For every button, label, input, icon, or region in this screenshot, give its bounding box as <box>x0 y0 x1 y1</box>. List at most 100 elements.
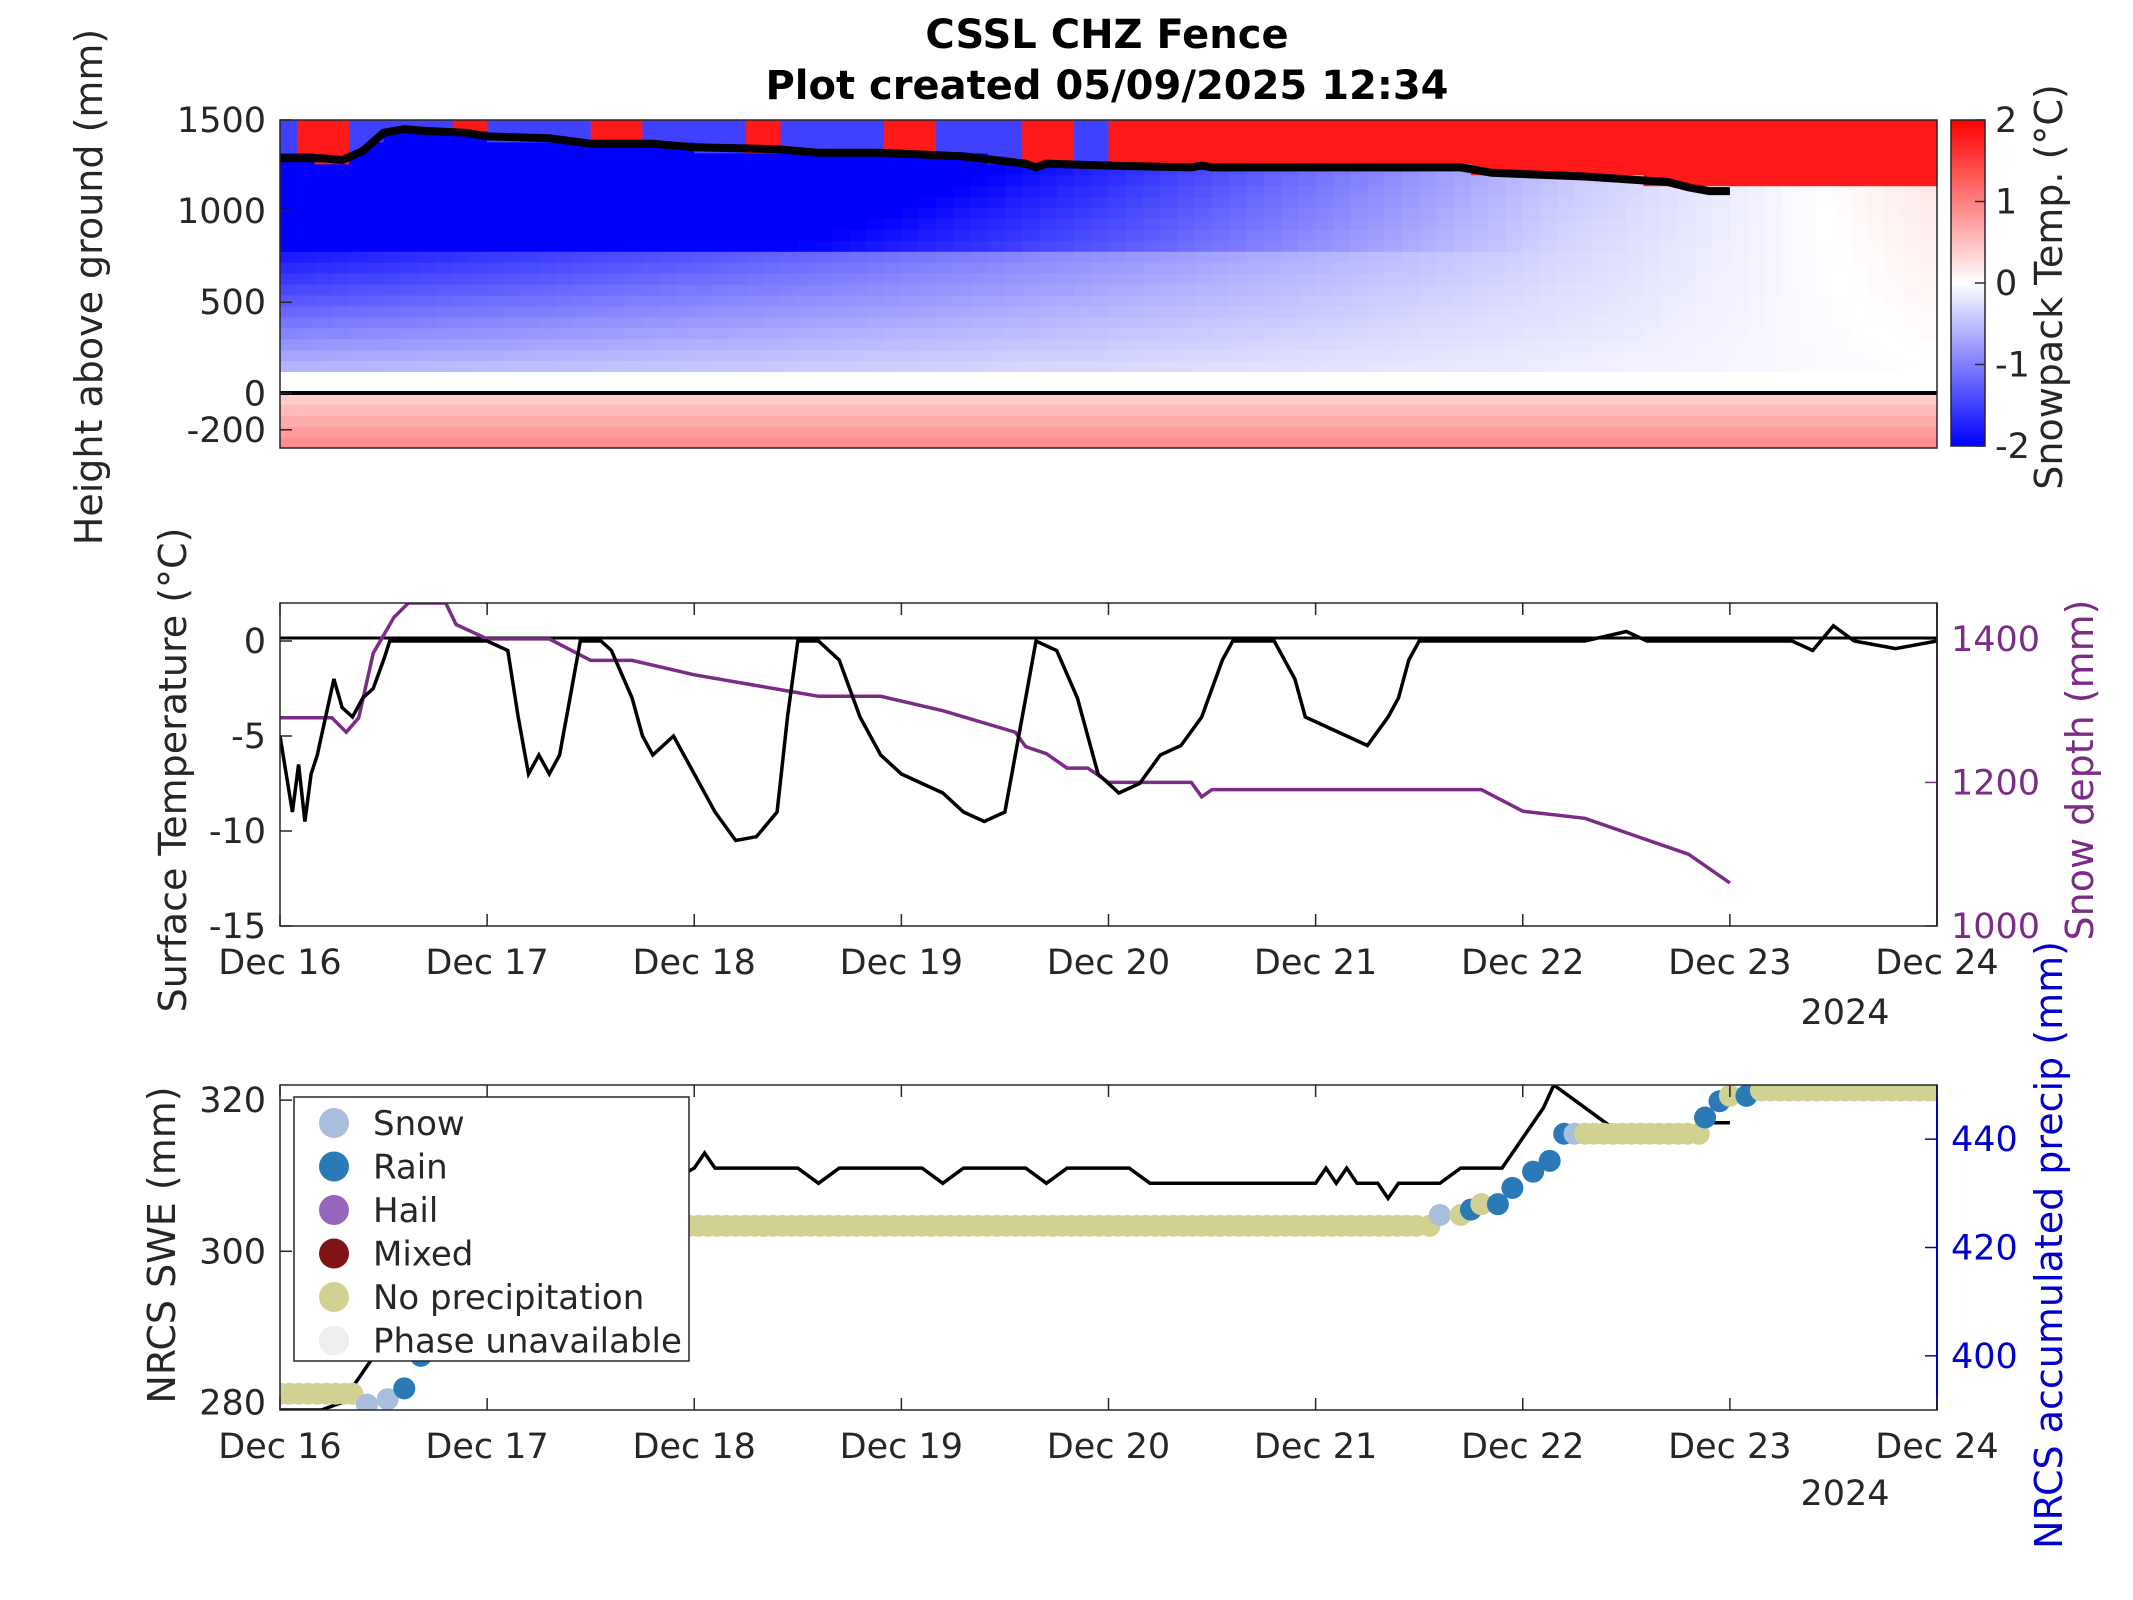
figure-subtitle: Plot created 05/09/2025 12:34 <box>765 63 1448 109</box>
heatmap-cell <box>1263 426 1282 438</box>
heatmap-cell <box>1867 415 1886 427</box>
heatmap-cell <box>1850 174 1869 187</box>
heatmap-cell <box>728 360 747 373</box>
heatmap-cell <box>400 196 419 209</box>
heatmap-cell <box>314 338 333 351</box>
heatmap-cell <box>1798 163 1817 176</box>
heatmap-cell <box>1557 262 1576 274</box>
heatmap-cell <box>642 240 661 252</box>
heatmap-cell <box>1332 196 1351 209</box>
heatmap-cell <box>1764 305 1783 318</box>
heatmap-cell <box>521 393 540 405</box>
heatmap-cell <box>1367 141 1386 154</box>
heatmap-cell <box>1591 393 1610 405</box>
heatmap-cell <box>1143 338 1161 351</box>
heatmap-cell <box>1160 382 1179 394</box>
heatmap-cell <box>676 218 695 230</box>
heatmap-cell <box>314 229 333 241</box>
heatmap-cell <box>1798 305 1817 318</box>
heatmap-cell <box>366 382 385 394</box>
heatmap-cell <box>849 273 868 285</box>
heatmap-cell <box>884 251 902 263</box>
heatmap-cell <box>1212 426 1230 438</box>
heatmap-cell <box>970 382 989 394</box>
heatmap-cell <box>711 284 730 296</box>
precip-point-snow <box>1428 1204 1451 1226</box>
heatmap-cell <box>1091 371 1110 383</box>
heatmap-cell <box>1246 294 1265 307</box>
heatmap-cell <box>1626 196 1645 209</box>
heatmap-cell <box>400 174 419 187</box>
heatmap-cell <box>832 415 851 427</box>
heatmap-cell <box>349 207 367 219</box>
heatmap-cell <box>297 207 316 219</box>
heatmap-cell <box>1522 240 1541 252</box>
heatmap-cell <box>659 163 678 176</box>
heatmap-cell <box>1505 316 1524 329</box>
heatmap-cell <box>1298 338 1317 351</box>
heatmap-cell <box>849 327 868 340</box>
heatmap-cell <box>642 196 661 209</box>
heatmap-cell <box>297 229 316 241</box>
heatmap-cell <box>1816 240 1835 252</box>
heatmap-cell <box>1695 426 1714 438</box>
heatmap-cell <box>556 437 575 448</box>
heatmap-cell <box>1626 218 1645 230</box>
heatmap-cell <box>1453 240 1472 252</box>
heatmap-cell <box>1384 426 1403 438</box>
heatmap-cell <box>1160 152 1179 165</box>
heatmap-cell <box>1591 426 1610 438</box>
heatmap-cell <box>418 382 436 394</box>
heatmap-cell <box>383 185 402 198</box>
heatmap-cell <box>935 141 954 154</box>
heatmap-cell <box>953 437 972 448</box>
heatmap-cell <box>469 207 488 219</box>
heatmap-cell <box>1004 130 1023 143</box>
heatmap-cell <box>487 437 505 448</box>
heatmap-cell <box>728 229 747 241</box>
heatmap-cell <box>1281 338 1299 351</box>
heatmap-cell <box>366 218 385 230</box>
heatmap-cell <box>797 360 816 373</box>
heatmap-cell <box>746 262 764 274</box>
heatmap-cell <box>1574 185 1593 198</box>
heatmap-cell <box>383 371 402 383</box>
heatmap-cell <box>590 240 609 252</box>
heatmap-cell <box>400 371 419 383</box>
heatmap-cell <box>1919 130 1937 143</box>
heatmap-cell <box>1781 174 1800 187</box>
heatmap-cell <box>1833 360 1852 373</box>
heatmap-cell <box>1143 262 1161 274</box>
heatmap-cell <box>1039 415 1058 427</box>
heatmap-cell <box>1505 382 1524 394</box>
heatmap-cell <box>694 349 713 362</box>
heatmap-cell <box>1833 284 1852 296</box>
heatmap-cell <box>1712 316 1731 329</box>
heatmap-cell <box>383 120 402 132</box>
heatmap-cell <box>987 338 1006 351</box>
heatmap-cell <box>1229 382 1248 394</box>
heatmap-cell <box>728 130 747 143</box>
heatmap-cell <box>1177 404 1196 416</box>
heatmap-cell <box>1108 338 1127 351</box>
heatmap-cell <box>1315 415 1334 427</box>
heatmap-cell <box>1194 240 1213 252</box>
heatmap-cell <box>504 163 523 176</box>
heatmap-cell <box>556 196 575 209</box>
heatmap-cell <box>1108 393 1127 405</box>
heatmap-cell <box>1125 360 1144 373</box>
heatmap-cell <box>901 415 920 427</box>
heatmap-cell <box>1833 141 1852 154</box>
heatmap-cell <box>1160 240 1179 252</box>
heatmap-cell <box>366 273 385 285</box>
heatmap-cell <box>780 120 799 132</box>
heatmap-cell <box>469 437 488 448</box>
heatmap-cell <box>832 284 851 296</box>
heatmap-cell <box>1505 349 1524 362</box>
heatmap-cell <box>590 404 609 416</box>
heatmap-cell <box>1643 404 1662 416</box>
heatmap-cell <box>504 152 523 165</box>
heatmap-cell <box>1695 163 1714 176</box>
heatmap-cell <box>1798 371 1817 383</box>
heatmap-cell <box>1401 185 1420 198</box>
